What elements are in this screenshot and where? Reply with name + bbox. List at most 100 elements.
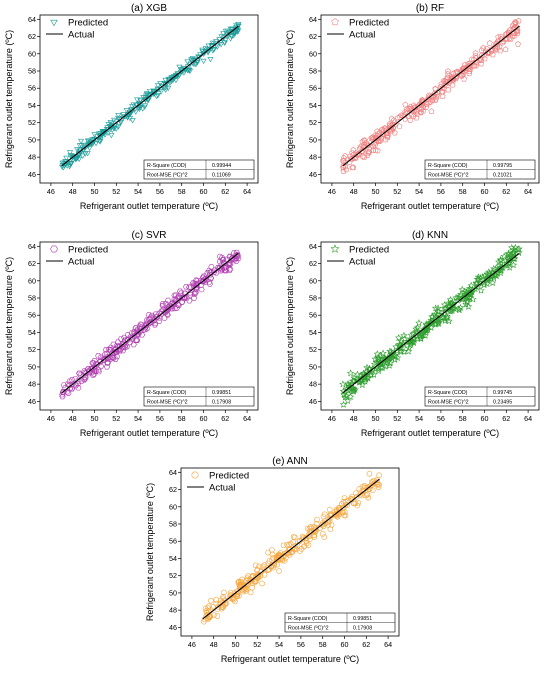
data-point (145, 320, 153, 327)
data-point (407, 339, 415, 347)
data-point (76, 370, 83, 377)
y-tick-label: 46 (169, 623, 177, 632)
chart-panel-1: (a) XGB 46 48 50 52 54 56 58 60 62 64 46 48 50 52 54 56 5… (4, 3, 259, 211)
data-point (245, 576, 252, 583)
chart-title: (c) SVR (132, 230, 167, 241)
data-point (446, 295, 455, 304)
data-point (320, 513, 327, 520)
data-point (357, 491, 363, 498)
y-tick-label: 50 (309, 362, 317, 371)
data-point (363, 492, 369, 499)
data-point (81, 142, 88, 149)
data-point (462, 300, 470, 308)
data-point (385, 361, 394, 369)
predicted-series (200, 470, 382, 625)
data-point (445, 68, 452, 74)
y-tick-label: 50 (28, 362, 36, 371)
data-point (202, 605, 209, 612)
data-point (141, 104, 148, 110)
data-point (228, 589, 234, 596)
data-point (96, 133, 103, 139)
data-point (333, 506, 340, 513)
data-point (123, 343, 131, 350)
x-tick-label: 46 (328, 414, 336, 423)
data-point (369, 487, 376, 494)
data-point (397, 347, 405, 355)
stats-label: Root-MSE (ºC)^2 (428, 400, 469, 406)
data-point (164, 312, 171, 318)
y-tick-label: 56 (28, 311, 36, 320)
data-point (233, 249, 240, 256)
y-tick-label: 62 (309, 259, 317, 268)
data-point (328, 522, 335, 528)
legend-predicted-marker (191, 471, 199, 479)
data-point (236, 582, 243, 589)
data-point (227, 593, 233, 599)
data-point (84, 151, 91, 157)
data-point (364, 369, 372, 377)
data-point (428, 108, 435, 114)
data-point (266, 558, 273, 564)
predicted-series (339, 243, 523, 408)
chart-title: (e) ANN (272, 456, 308, 467)
data-point (247, 589, 254, 596)
data-point (143, 93, 150, 99)
x-tick-label: 64 (243, 414, 251, 423)
x-tick-label: 48 (69, 414, 77, 423)
data-point (456, 303, 465, 311)
data-point (339, 157, 346, 164)
stats-value: 0.99944 (212, 163, 231, 169)
data-point (505, 263, 514, 271)
data-point (82, 151, 89, 157)
stats-value: 0.21021 (493, 173, 512, 179)
data-point (410, 113, 417, 119)
y-tick-label: 60 (309, 276, 317, 285)
data-point (361, 377, 369, 385)
data-point (201, 50, 208, 56)
data-point (60, 382, 67, 388)
y-tick-label: 48 (309, 153, 317, 162)
data-point (434, 304, 442, 312)
data-point (191, 291, 198, 297)
data-point (164, 297, 172, 304)
data-point (477, 55, 484, 62)
data-point (396, 114, 403, 120)
y-tick-label: 52 (169, 571, 177, 580)
x-tick-label: 62 (502, 414, 510, 423)
data-point (514, 30, 521, 36)
data-point (492, 46, 499, 53)
data-point (306, 525, 313, 532)
data-point (221, 265, 228, 271)
x-tick-label: 64 (524, 187, 532, 196)
data-point (111, 125, 118, 131)
y-tick-label: 48 (309, 380, 317, 389)
data-point (460, 67, 467, 74)
chart-title: (b) RF (416, 3, 444, 14)
stats-label: R-Square (COD) (288, 616, 328, 622)
data-point (361, 154, 368, 160)
data-point (145, 97, 152, 103)
data-point (511, 21, 518, 27)
data-point (270, 564, 277, 571)
data-point (69, 158, 76, 164)
legend-predicted-label: Predicted (68, 18, 108, 29)
data-point (220, 595, 227, 602)
legend-predicted-label: Predicted (349, 18, 389, 29)
x-tick-label: 62 (221, 414, 229, 423)
x-axis-label: Refrigerant outlet temperature (ºC) (80, 201, 218, 211)
data-point (384, 354, 393, 362)
data-point (384, 358, 392, 366)
data-point (183, 284, 190, 290)
data-point (492, 43, 499, 50)
data-point (339, 400, 348, 408)
data-point (434, 89, 441, 95)
x-tick-label: 64 (524, 414, 532, 423)
data-point (449, 81, 456, 88)
data-point (378, 363, 387, 371)
stats-value: 0.23495 (493, 400, 512, 406)
data-point (480, 281, 488, 289)
stats-box: R-Square (COD) 0.99851 Root-MSE (ºC)^2 0.17… (143, 386, 255, 407)
data-point (184, 59, 191, 65)
data-point (472, 49, 479, 56)
